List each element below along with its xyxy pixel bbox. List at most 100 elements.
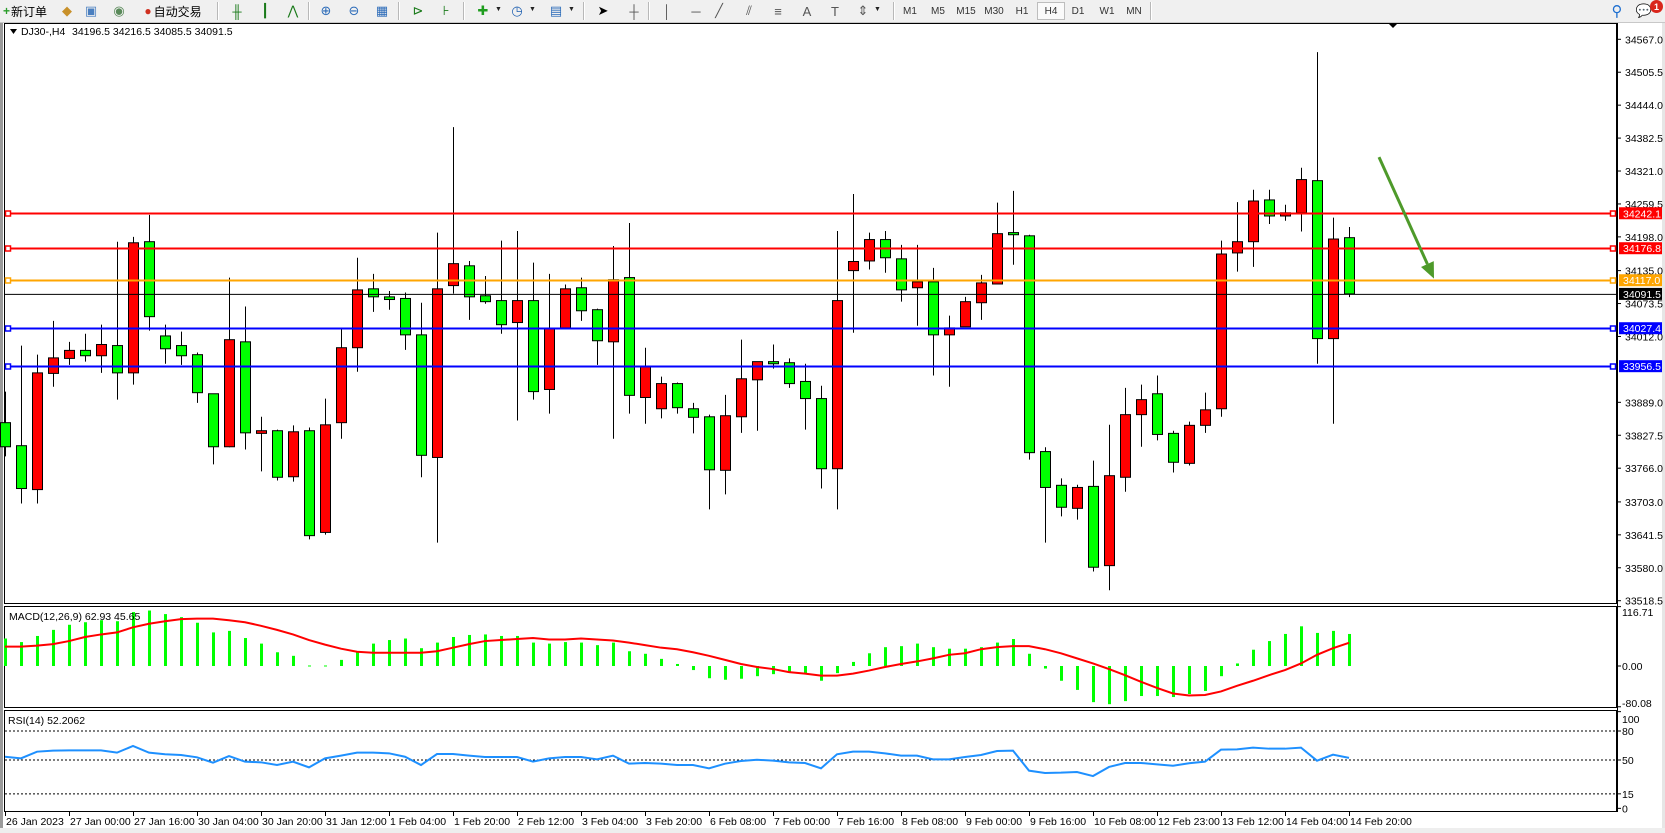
text-label-icon[interactable]: T [831, 3, 839, 19]
chevron-down-icon[interactable]: ▼ [874, 6, 881, 13]
navigator-icon[interactable]: ▣ [84, 3, 98, 18]
vertical-line-icon[interactable]: │ [662, 3, 672, 19]
templates-icon[interactable]: ▤ [549, 3, 563, 18]
timeframe-m5[interactable]: M5 [931, 5, 945, 17]
chevron-down-icon[interactable]: ▼ [568, 6, 575, 13]
separator [463, 2, 465, 20]
price-tick-label: 33889.0 [1625, 397, 1663, 409]
auto-trading-button[interactable]: ● 自动交易 [137, 2, 209, 20]
candle-body [896, 258, 907, 291]
indicators-icon[interactable]: ✚ [477, 3, 489, 18]
candle-body [912, 281, 923, 289]
auto-scroll-icon[interactable]: ⊦ [442, 3, 450, 18]
crosshair-icon[interactable]: ┼ [629, 3, 639, 19]
candle [624, 222, 635, 414]
line-anchor-handle[interactable] [4, 363, 12, 370]
candlestick-icon[interactable]: ┃ [261, 3, 269, 18]
time-tick-label: 31 Jan 12:00 [326, 816, 387, 828]
timeframe-m30[interactable]: M30 [984, 5, 1004, 17]
candle-body [400, 297, 411, 336]
market-watch-icon[interactable]: ◆ [62, 3, 72, 18]
zoom-out-icon[interactable]: ⊖ [348, 3, 360, 18]
chevron-down-icon[interactable]: ▼ [495, 6, 502, 13]
arrow-shaft [1377, 156, 1429, 265]
candle [960, 296, 971, 328]
equidistant-channel-icon[interactable]: ⫽ [746, 3, 752, 18]
separator [308, 2, 310, 20]
macd-histogram-bar [660, 658, 663, 666]
macd-histogram-bar [276, 652, 279, 666]
candle-body [1152, 393, 1163, 435]
ohlc-label: 34196.5 34216.5 34085.5 34091.5 [72, 26, 233, 38]
macd-histogram-bar [340, 659, 343, 666]
rsi-line [4, 744, 1350, 778]
candle-body [1056, 484, 1067, 508]
timeframe-m1[interactable]: M1 [903, 5, 917, 17]
timeframe-d1[interactable]: D1 [1071, 5, 1085, 17]
timeframe-w1[interactable]: W1 [1099, 5, 1115, 17]
signals-icon[interactable]: ◉ [113, 3, 125, 18]
macd-histogram-bar [1156, 666, 1159, 697]
line-chart-icon[interactable]: ⋀ [287, 3, 299, 18]
time-tick-label: 3 Feb 20:00 [646, 816, 702, 828]
macd-histogram-bar [1060, 666, 1063, 681]
text-icon[interactable]: A [802, 3, 812, 19]
time-tick-label: 30 Jan 04:00 [198, 816, 259, 828]
timeframe-m15[interactable]: M15 [956, 5, 976, 17]
candle [560, 284, 571, 329]
candle [16, 345, 27, 504]
candle [704, 414, 715, 510]
fibonacci-icon[interactable]: ≡ [774, 3, 782, 19]
macd-histogram-bar [324, 665, 327, 667]
cursor-icon[interactable]: ➤ [597, 3, 609, 18]
bar-chart-icon[interactable]: ╫ [232, 3, 242, 19]
arrows-icon[interactable]: ⇕ [857, 3, 869, 18]
zoom-in-icon[interactable]: ⊕ [320, 3, 332, 18]
line-anchor-handle[interactable] [4, 277, 12, 284]
macd-histogram-bar [468, 634, 471, 666]
candle [1328, 217, 1339, 424]
search-icon[interactable]: ⚲ [1611, 3, 1623, 20]
line-anchor-handle[interactable] [1609, 277, 1617, 284]
chevron-down-icon[interactable]: ▼ [529, 6, 536, 13]
candle [128, 236, 139, 385]
candle-body [624, 277, 635, 396]
macd-histogram-bar [564, 642, 567, 666]
candle [256, 416, 267, 472]
candle [1200, 392, 1211, 433]
macd-histogram-bar [1028, 653, 1031, 666]
time-tick-label: 1 Feb 20:00 [454, 816, 510, 828]
chat-icon[interactable]: 💬 [1635, 3, 1653, 18]
trendline-icon[interactable]: ╱ [715, 3, 723, 18]
candle [272, 429, 283, 481]
new-order-button[interactable]: + 新订单 [2, 2, 48, 20]
candle [1248, 189, 1259, 267]
candle-body [1168, 432, 1179, 463]
timeframe-h4[interactable]: H4 [1037, 2, 1065, 20]
line-anchor-handle[interactable] [4, 245, 12, 252]
candle-body [1072, 486, 1083, 509]
price-tick-label: 33580.0 [1625, 563, 1663, 575]
tile-windows-icon[interactable]: ▦ [375, 3, 389, 18]
timeframe-mn[interactable]: MN [1126, 5, 1142, 17]
line-anchor-handle[interactable] [1609, 245, 1617, 252]
line-anchor-handle[interactable] [1609, 210, 1617, 217]
periods-icon[interactable]: ◷ [511, 3, 523, 18]
candle [448, 127, 459, 294]
candle [1056, 478, 1067, 517]
candle-body [1344, 237, 1355, 295]
rsi-tick-label: 0 [1622, 803, 1628, 815]
candle-body [640, 365, 651, 399]
line-anchor-handle[interactable] [1609, 363, 1617, 370]
line-anchor-handle[interactable] [4, 325, 12, 332]
arrow-object[interactable] [1377, 156, 1434, 279]
chart-shift-icon[interactable]: ⊳ [412, 3, 424, 18]
macd-histogram-bar [164, 614, 167, 666]
timeframe-h1[interactable]: H1 [1015, 5, 1029, 17]
line-anchor-handle[interactable] [4, 210, 12, 217]
line-anchor-handle[interactable] [1609, 325, 1617, 332]
horizontal-line-icon[interactable]: ─ [691, 3, 701, 19]
chart-shift-marker[interactable] [1388, 23, 1398, 28]
candle-body [160, 335, 171, 350]
